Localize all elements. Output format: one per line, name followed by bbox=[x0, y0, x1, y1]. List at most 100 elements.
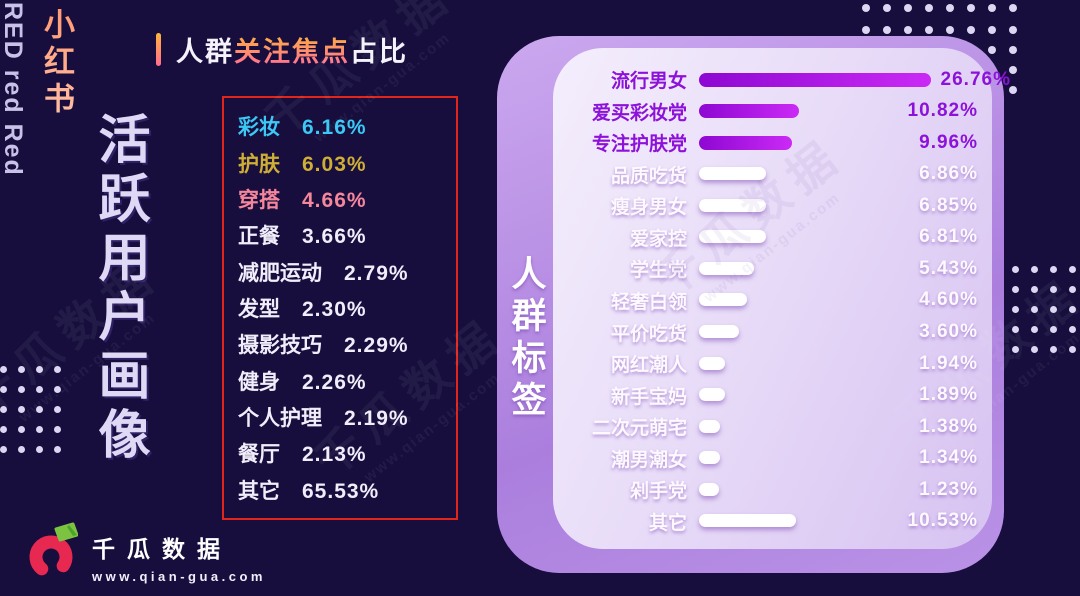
brand-latin-vertical: RED red Red bbox=[0, 2, 27, 177]
decor-dot bbox=[1069, 286, 1076, 293]
tag-bar-track bbox=[699, 482, 898, 497]
tag-label: 专注护肤党 bbox=[591, 134, 687, 156]
focus-list-item: 发型 2.30% bbox=[238, 293, 450, 323]
tag-label: 爱买彩妆党 bbox=[591, 102, 687, 124]
focus-item-value: 2.26% bbox=[302, 370, 367, 394]
tag-value: 6.81% bbox=[919, 226, 978, 248]
focus-item-label: 穿搭 bbox=[238, 188, 280, 212]
tag-bar bbox=[699, 325, 739, 339]
decor-dot bbox=[1050, 326, 1057, 333]
decor-dot bbox=[988, 4, 996, 12]
tag-bar-track bbox=[699, 230, 898, 244]
decor-dot bbox=[36, 406, 43, 413]
decor-dot bbox=[1009, 26, 1017, 34]
tag-value: 10.53% bbox=[907, 510, 978, 532]
focus-item-label: 健身 bbox=[238, 370, 280, 394]
tag-value: 1.94% bbox=[919, 352, 978, 374]
page-title-vertical: 活跃用户画像 bbox=[90, 112, 148, 466]
tag-label: 二次元萌宅 bbox=[591, 418, 687, 440]
tags-panel: 人群标签 流行男女 26.76% 爱买彩妆党 10.82% 专注护肤党 9.96% 品质吃货… bbox=[497, 36, 1010, 573]
tag-value: 10.82% bbox=[907, 100, 978, 122]
decor-dot bbox=[946, 4, 954, 12]
tag-bar-track bbox=[699, 514, 898, 528]
decor-dot bbox=[1031, 266, 1038, 273]
decor-dot bbox=[904, 26, 912, 34]
decor-dot bbox=[988, 26, 996, 34]
focus-section-title: 人群关注焦点占比 bbox=[156, 30, 408, 69]
decor-dot bbox=[36, 426, 43, 433]
tag-bar-track bbox=[699, 325, 898, 339]
title-accent-bar bbox=[156, 33, 161, 66]
decor-dot bbox=[1069, 266, 1076, 273]
tag-value: 3.60% bbox=[919, 321, 978, 343]
tag-bar bbox=[699, 104, 799, 119]
tag-value: 6.85% bbox=[919, 194, 978, 216]
decor-dot bbox=[946, 26, 954, 34]
decor-dot bbox=[0, 426, 7, 433]
tag-bar bbox=[699, 135, 792, 150]
tag-bar-row: 新手宝妈 1.89% bbox=[559, 380, 978, 410]
focus-item-value: 6.03% bbox=[302, 152, 367, 176]
focus-list-box: 彩妆 6.16% 护肤 6.03% 穿搭 4.66% 正餐 3.66% 减肥运动 2.79% 发型 2… bbox=[222, 96, 458, 520]
focus-list-item: 个人护理 2.19% bbox=[238, 402, 450, 432]
decor-dot bbox=[1009, 4, 1017, 12]
tag-label: 平价吃货 bbox=[610, 323, 687, 345]
focus-item-value: 3.66% bbox=[302, 225, 367, 249]
decor-dot bbox=[1050, 306, 1057, 313]
tag-bar-row: 品质吃货 6.86% bbox=[559, 159, 978, 189]
tag-bar bbox=[699, 514, 796, 528]
logo-text-block: 千瓜数据 www.qian-gua.com bbox=[92, 520, 266, 584]
title-highlight: 关注焦点 bbox=[234, 37, 350, 67]
tag-bar-row: 学生党 5.43% bbox=[559, 254, 978, 284]
decor-dot bbox=[36, 386, 43, 393]
decor-dot bbox=[36, 366, 43, 373]
tag-bar-track bbox=[699, 261, 898, 276]
tag-bar-row: 剁手党 1.23% bbox=[559, 475, 978, 505]
decor-dot bbox=[54, 406, 61, 413]
tag-value: 5.43% bbox=[919, 257, 978, 279]
decor-dot bbox=[0, 366, 7, 373]
tag-bar bbox=[699, 167, 766, 181]
decor-dot bbox=[1031, 346, 1038, 353]
decor-dot bbox=[1031, 306, 1038, 313]
tag-bar-row: 平价吃货 3.60% bbox=[559, 317, 978, 347]
tag-label: 学生党 bbox=[629, 260, 687, 282]
tag-bar bbox=[699, 293, 747, 307]
title-prefix: 人群 bbox=[176, 37, 234, 67]
tag-value: 1.89% bbox=[919, 384, 978, 406]
decor-dot bbox=[904, 4, 912, 12]
focus-item-value: 6.16% bbox=[302, 116, 367, 140]
tag-bar-track bbox=[699, 356, 898, 371]
tag-bar-row: 潮男潮女 1.34% bbox=[559, 443, 978, 473]
brand-xiaohongshu-vertical: 小红书 bbox=[34, 8, 79, 138]
tag-value: 1.23% bbox=[919, 478, 978, 500]
decor-dot bbox=[883, 4, 891, 12]
tag-bar bbox=[699, 419, 720, 433]
decor-dot bbox=[1012, 266, 1019, 273]
tag-label: 轻奢白领 bbox=[610, 291, 687, 313]
tag-bar bbox=[699, 72, 931, 87]
tag-label: 品质吃货 bbox=[610, 165, 687, 187]
tag-label: 潮男潮女 bbox=[610, 449, 687, 471]
decor-dot bbox=[54, 446, 61, 453]
logo-url: www.qian-gua.com bbox=[92, 569, 266, 584]
tags-panel-side-label-text: 人群标签 bbox=[506, 254, 546, 423]
tag-label: 爱家控 bbox=[629, 228, 687, 250]
tag-bar bbox=[699, 261, 754, 275]
tag-bar-row: 专注护肤党 9.96% bbox=[559, 128, 978, 158]
focus-item-value: 2.13% bbox=[302, 443, 367, 467]
decor-dot bbox=[1069, 326, 1076, 333]
decor-dot bbox=[18, 366, 25, 373]
focus-item-label: 护肤 bbox=[238, 152, 280, 176]
tag-value: 6.86% bbox=[919, 163, 978, 185]
decor-dot bbox=[862, 26, 870, 34]
decor-dot bbox=[18, 386, 25, 393]
tag-bar bbox=[699, 388, 725, 402]
decor-dot bbox=[1069, 346, 1076, 353]
decor-dot bbox=[1050, 286, 1057, 293]
tag-value: 1.34% bbox=[919, 447, 978, 469]
focus-item-value: 4.66% bbox=[302, 188, 367, 212]
tag-bar-track bbox=[699, 293, 898, 307]
tag-label: 流行男女 bbox=[610, 71, 687, 93]
